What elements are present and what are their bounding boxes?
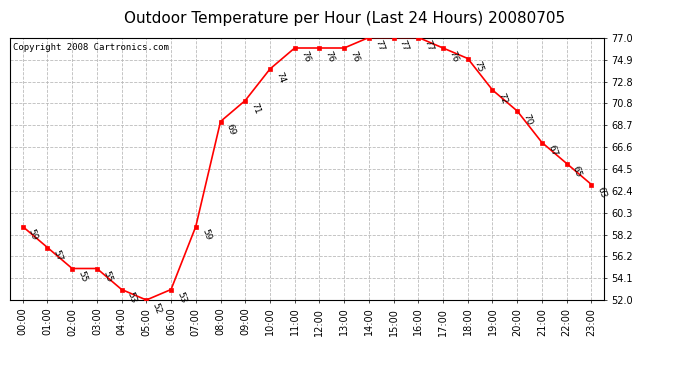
Text: Outdoor Temperature per Hour (Last 24 Hours) 20080705: Outdoor Temperature per Hour (Last 24 Ho… xyxy=(124,11,566,26)
Text: 59: 59 xyxy=(27,228,39,242)
Text: 72: 72 xyxy=(497,92,509,105)
Text: 59: 59 xyxy=(200,228,213,242)
Text: 77: 77 xyxy=(397,39,410,53)
Text: 77: 77 xyxy=(422,39,435,53)
Text: 76: 76 xyxy=(348,50,361,63)
Text: 76: 76 xyxy=(299,50,311,63)
Text: 52: 52 xyxy=(150,302,163,315)
Text: 74: 74 xyxy=(274,70,286,84)
Text: 76: 76 xyxy=(324,50,336,63)
Text: 65: 65 xyxy=(571,165,583,179)
Text: 77: 77 xyxy=(373,39,386,53)
Text: 53: 53 xyxy=(175,291,188,305)
Text: 57: 57 xyxy=(52,249,64,263)
Text: 63: 63 xyxy=(595,186,608,200)
Text: 75: 75 xyxy=(472,60,484,74)
Text: 70: 70 xyxy=(522,112,534,126)
Text: 53: 53 xyxy=(126,291,138,305)
Text: 71: 71 xyxy=(249,102,262,116)
Text: 69: 69 xyxy=(225,123,237,137)
Text: 67: 67 xyxy=(546,144,558,158)
Text: 76: 76 xyxy=(447,50,460,63)
Text: 55: 55 xyxy=(101,270,113,284)
Text: 55: 55 xyxy=(77,270,89,284)
Text: Copyright 2008 Cartronics.com: Copyright 2008 Cartronics.com xyxy=(13,43,169,52)
